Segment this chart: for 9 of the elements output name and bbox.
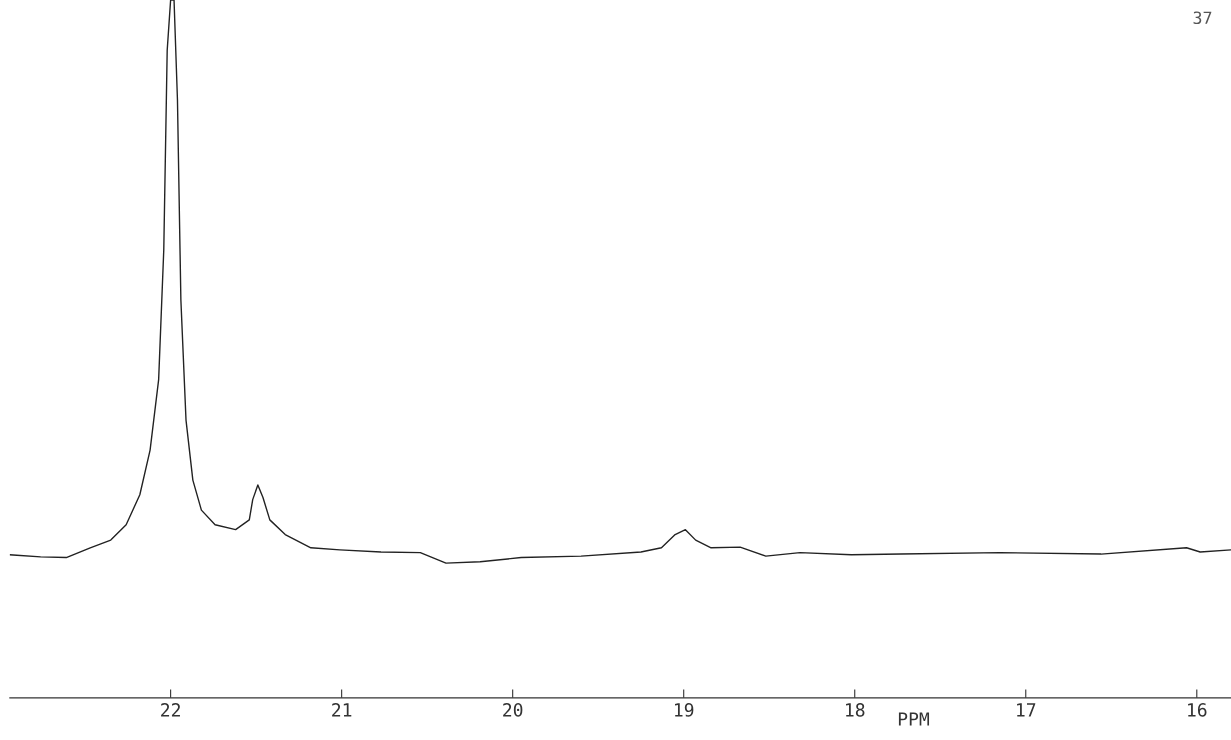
x-tick-label: 17 <box>1017 703 1036 717</box>
x-tick-label: 18 <box>846 703 865 717</box>
x-tick-label: 19 <box>675 703 694 717</box>
x-tick-label: 21 <box>332 703 352 717</box>
x-tick-label: 16 <box>1188 703 1207 717</box>
x-axis-title: PPM <box>898 712 930 726</box>
annotation: 37 <box>1193 11 1212 25</box>
x-tick-label: 20 <box>503 703 523 717</box>
x-tick-label: 22 <box>161 703 180 717</box>
